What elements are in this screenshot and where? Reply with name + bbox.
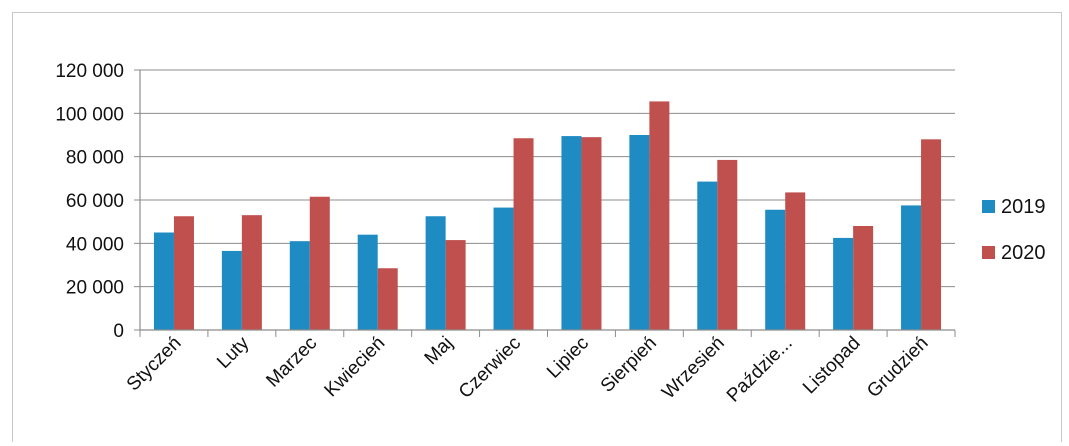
y-tick-label: 100 000 [55,104,124,125]
bar-2019-2 [290,241,310,330]
bar-2020-3 [378,268,398,330]
x-category-label: Czerwiec [455,333,525,403]
y-tick-label: 0 [113,321,124,342]
bar-2020-6 [581,137,601,330]
legend-swatch-2020 [982,246,995,259]
x-category-label: Listopad [799,333,865,399]
legend: 2019 2020 [982,196,1046,264]
y-tick-label: 120 000 [55,61,124,82]
bar-2020-5 [514,138,534,330]
y-tick-label: 20 000 [66,278,124,299]
bar-2020-0 [174,216,194,330]
y-tick-label: 80 000 [66,148,124,169]
bar-2019-7 [629,135,649,330]
legend-swatch-2019 [982,200,995,213]
legend-label-2020: 2020 [1001,242,1046,264]
y-tick-label: 40 000 [66,234,124,255]
bar-2019-4 [426,216,446,330]
x-category-label: Lipiec [543,333,593,383]
bar-2019-8 [697,182,717,330]
bar-2019-9 [765,210,785,330]
bar-2020-10 [853,226,873,330]
x-category-label: Grudzień [863,333,932,402]
x-category-label: Kwiecień [321,333,390,402]
bar-2020-4 [446,240,466,330]
y-tick-label: 60 000 [66,191,124,212]
y-axis-tick-labels: 0 20 000 40 000 60 000 80 000 100 000 120 000 [55,61,124,342]
bar-2019-0 [154,233,174,331]
bar-2019-10 [833,238,853,330]
x-category-label: Sierpień [597,333,661,397]
x-category-label: Wrzesień [658,333,729,404]
bar-2020-2 [310,197,330,330]
x-category-label: Paździe... [723,333,797,407]
bar-2019-1 [222,251,242,330]
bar-2020-7 [649,101,669,330]
x-category-label: Styczeń [123,333,186,396]
bar-2020-9 [785,192,805,330]
x-category-label: Maj [421,333,458,370]
bar-2020-1 [242,215,262,330]
bar-2020-8 [717,160,737,330]
bar-2020-11 [921,139,941,330]
axes [140,70,955,337]
x-category-label: Marzec [262,333,321,392]
bar-2019-11 [901,205,921,330]
bar-2019-6 [561,136,581,330]
bar-2019-3 [358,235,378,330]
bars [154,101,941,330]
bar-2019-5 [494,208,514,330]
legend-label-2019: 2019 [1001,196,1046,218]
x-category-label: Luty [213,332,254,373]
